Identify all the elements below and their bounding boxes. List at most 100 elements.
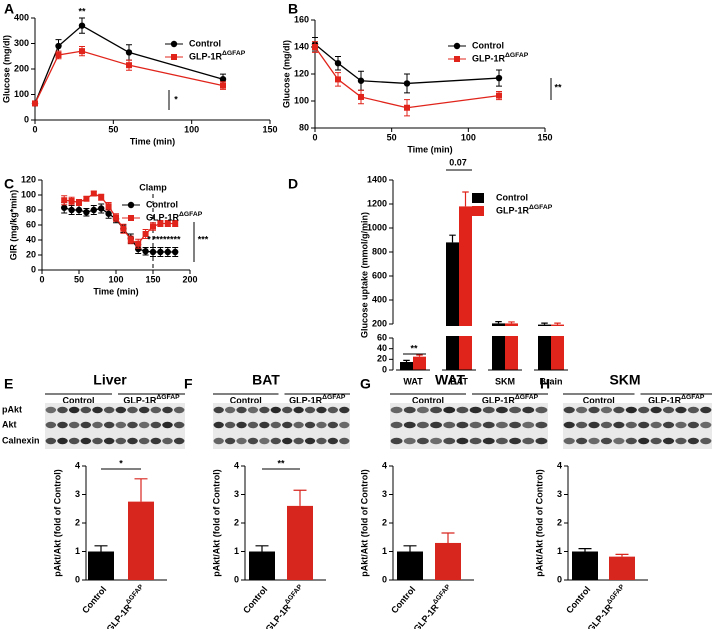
x-tick-label: 150	[262, 124, 277, 134]
x-tick-label: 150	[145, 274, 160, 284]
y-tick-label: 4	[557, 460, 562, 470]
blot-band	[687, 406, 699, 414]
blot-band	[92, 421, 103, 429]
x-tick-label: GLP-1RΔGFAP	[104, 583, 149, 629]
y-axis-label: pAkt/Akt (fold of Control)	[211, 469, 221, 576]
blot-band	[443, 437, 456, 445]
blot-band	[270, 421, 281, 429]
group-label: GLP-1RΔGFAP	[289, 394, 346, 405]
y-tick-label: 1000	[367, 222, 387, 232]
legend-label: Control	[146, 199, 178, 209]
blot-band	[600, 406, 613, 414]
group-label: Control	[412, 395, 444, 405]
x-tick-label: 200	[182, 274, 197, 284]
blot-band	[469, 406, 482, 414]
y-tick-label: 3	[75, 489, 80, 499]
blot-band	[316, 406, 327, 414]
y-tick-label: 100	[14, 89, 29, 99]
error-bar	[134, 478, 148, 502]
blot-band	[687, 421, 699, 429]
y-tick-label: 0	[382, 574, 387, 584]
significance-label: *	[147, 234, 151, 244]
blot-band	[339, 421, 350, 429]
blot-band	[259, 406, 270, 414]
panel-label: G	[360, 376, 371, 392]
x-tick-label: 150	[537, 132, 552, 142]
blot-band	[600, 421, 613, 429]
blot-band	[662, 421, 675, 429]
significance-label: **	[277, 458, 285, 468]
error-bar	[495, 321, 502, 324]
legend-marker	[127, 201, 135, 209]
blot-band	[236, 421, 247, 429]
y-tick-label: 4	[234, 460, 239, 470]
blot-band	[92, 406, 103, 414]
y-axis-label: pAkt/Akt (fold of Control)	[359, 469, 369, 576]
blot-band	[150, 406, 162, 414]
blot-band	[469, 437, 482, 445]
significance-label: *	[174, 94, 178, 104]
blot-band	[316, 437, 327, 445]
blot-band	[625, 406, 637, 414]
blot-band	[638, 406, 650, 414]
marker	[113, 214, 119, 221]
blot-band	[103, 421, 115, 429]
marker	[68, 198, 75, 204]
blot-band	[495, 406, 508, 414]
group-label: GLP-1RΔGFAP	[648, 394, 705, 405]
chart-title: Liver	[93, 372, 127, 388]
marker	[357, 77, 365, 84]
y-tick-label: 4	[75, 460, 80, 470]
blot-band	[700, 421, 712, 429]
x-tick-label: Control	[389, 584, 417, 615]
x-tick-label: 50	[74, 274, 84, 284]
blot-image	[390, 403, 548, 449]
blot-band	[173, 406, 185, 414]
blot-band	[173, 437, 185, 445]
error-bar	[462, 191, 469, 207]
legend-label: Control	[496, 192, 528, 202]
blot-band	[700, 406, 712, 414]
error-bar	[541, 322, 548, 325]
marker	[55, 51, 62, 58]
blot-band	[443, 406, 456, 414]
marker	[164, 248, 171, 256]
x-axis-label: Time (min)	[407, 144, 452, 154]
error-bar	[449, 234, 456, 243]
legend-label: Control	[472, 40, 504, 50]
y-axis-label: pAkt/Akt (fold of Control)	[52, 469, 62, 576]
y-tick-label: 400	[372, 294, 387, 304]
x-tick-label: Control	[564, 584, 592, 615]
blot-band	[327, 406, 339, 414]
blot-band	[482, 406, 495, 414]
y-tick-label: 1	[234, 546, 239, 556]
blot-band	[687, 437, 699, 445]
error-bar	[293, 489, 307, 506]
panel-label: B	[288, 1, 298, 17]
marker	[98, 194, 105, 201]
blot-band	[456, 437, 469, 445]
blot-band	[162, 437, 173, 445]
blot-band	[456, 406, 469, 414]
blot-band	[430, 421, 443, 429]
blot-band	[576, 406, 588, 414]
marker	[76, 199, 82, 206]
blot-band	[92, 437, 103, 445]
y-tick-label: 60	[377, 332, 387, 342]
significance-label: 0.07	[449, 157, 467, 167]
y-tick-label: 3	[557, 489, 562, 499]
blot-band	[339, 406, 350, 414]
panel-label: E	[4, 376, 13, 392]
blot-band	[416, 437, 429, 445]
legend-label: GLP-1RΔGFAP	[189, 50, 246, 61]
blot-row-label: Akt	[2, 419, 17, 429]
y-tick-label: 80	[299, 122, 309, 132]
legend-marker	[171, 54, 177, 60]
marker	[90, 190, 97, 197]
blot-band	[650, 437, 662, 445]
y-tick-label: 80	[26, 204, 36, 214]
error-bar	[508, 321, 515, 324]
y-axis-label: Glucose (mg/dl)	[281, 40, 291, 108]
blot-band	[138, 437, 150, 445]
blot-band	[316, 421, 327, 429]
